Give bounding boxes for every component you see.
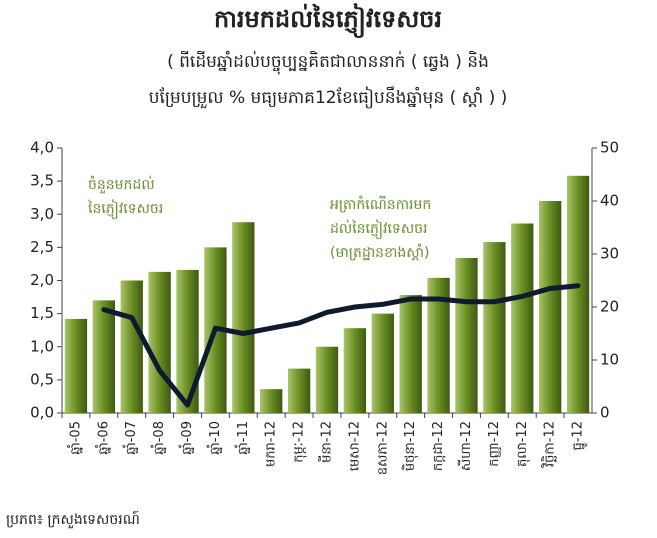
y2-tick-label: 0	[600, 404, 610, 422]
bar	[260, 389, 283, 413]
line	[101, 283, 581, 408]
x-tick-label: ឆ្នាំ-09	[178, 421, 195, 455]
chart-title: ការមកដល់នៃភ្ញៀវទេសចរ	[214, 3, 442, 38]
y-tick-label: 0,5	[30, 370, 54, 388]
subtitle: ( ពីដើមឆ្នាំដល់បច្ចុប្បន្នគិតជាលាននាក់ (…	[167, 50, 489, 75]
y-tick-label: 1,5	[30, 304, 54, 322]
annotation: ដល់នៃភ្ញៀវទេសចរ	[330, 219, 427, 240]
annotation: អត្រាកំណើនការមក	[330, 195, 431, 213]
bar	[148, 271, 171, 413]
bar	[539, 201, 562, 413]
bar	[287, 368, 311, 413]
y2-tick-label: 10	[600, 351, 619, 369]
bar	[511, 223, 534, 413]
x-tick-label: ឆ្នាំ-07	[122, 421, 139, 455]
x-tick-label: ឆ្នាំ-05	[66, 421, 83, 455]
y-tick-label: 4,0	[30, 139, 54, 157]
y-tick-label: 1,0	[30, 337, 54, 355]
bar	[566, 175, 590, 413]
bar	[232, 222, 255, 413]
x-tick-label: វិច្ឆិកា-12	[541, 421, 558, 468]
y-tick-label: 0,0	[30, 404, 54, 422]
x-tick-label: ធ្នូ-12	[571, 421, 588, 451]
y-tick-label: 2,0	[30, 271, 54, 289]
x-tick-label: ឆ្នាំ-06	[94, 421, 111, 455]
x-tick-label: មករា-12	[264, 421, 279, 467]
x-tick-label: ឆ្នាំ-10	[206, 421, 223, 455]
y-tick-label: 3,0	[30, 205, 54, 223]
bar	[176, 269, 199, 413]
bar	[399, 295, 422, 413]
x-tick-label: មេសា-12	[347, 421, 362, 471]
x-tick-label: តុលា-12	[515, 421, 531, 467]
bar	[92, 300, 115, 413]
source: ប្រភព៖ ក្រសួងទេសចរណ៍	[6, 510, 140, 529]
bar	[343, 328, 367, 413]
x-tick-label: មិថុនា-12	[401, 421, 419, 471]
x-tick-label: ឆ្នាំ-11	[234, 421, 251, 455]
x-tick-label: ឆ្នាំ-08	[150, 421, 167, 455]
bar	[371, 313, 394, 413]
x-tick-label: កក្កដា-12	[431, 421, 446, 471]
y2-tick-label: 40	[600, 192, 619, 210]
bar	[483, 242, 506, 413]
bar	[315, 346, 339, 413]
annotation: (មាត្រដ្ឋានខាងស្តាំ)	[330, 243, 430, 261]
annotation: នៃភ្ញៀវទេសចរ	[87, 199, 163, 220]
x-tick-label: សីហា-12	[457, 421, 474, 471]
y2-tick-label: 50	[600, 139, 619, 157]
y2-tick-label: 20	[600, 298, 619, 316]
bar	[120, 280, 143, 413]
x-tick-label: ឧសភា-12	[375, 421, 390, 475]
bar	[455, 257, 478, 413]
annotation: ចំនួនមកដល់	[88, 175, 155, 194]
x-tick-label: កុម្ភៈ-12	[292, 421, 308, 463]
y-tick-label: 2,5	[30, 238, 54, 256]
x-tick-label: កញ្ញា-12	[487, 421, 502, 467]
subtitle: បម្រែបម្រួល % មធ្យមភាគ12ខែធៀបនឹងឆ្នាំមុន…	[149, 86, 508, 109]
x-tick-label: មីនា-12	[318, 421, 335, 463]
y2-tick-label: 30	[600, 245, 619, 263]
y-tick-label: 3,5	[30, 172, 54, 190]
bar	[427, 277, 450, 413]
bar	[64, 318, 88, 413]
